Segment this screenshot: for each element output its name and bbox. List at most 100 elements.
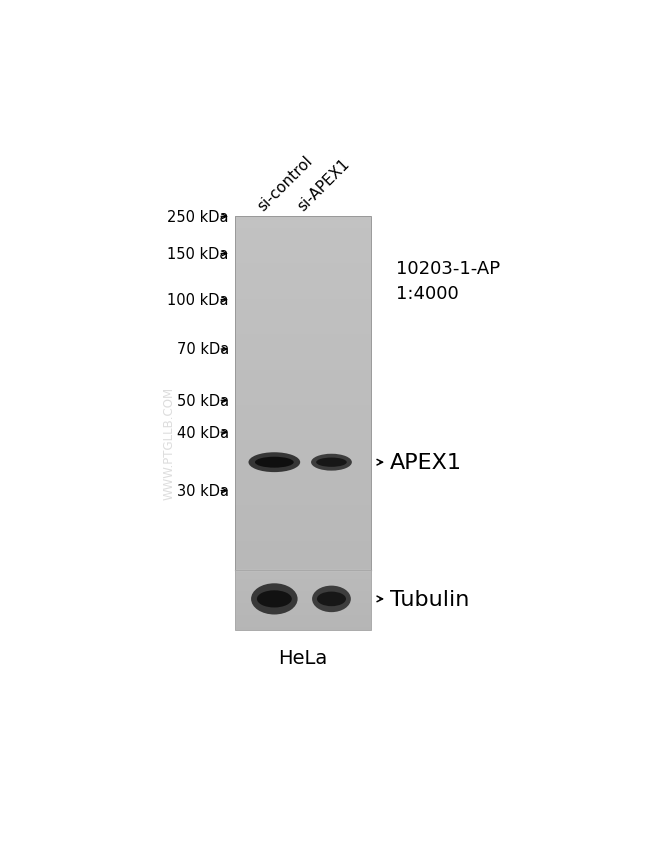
Bar [235,589,371,591]
Ellipse shape [257,590,292,607]
Bar [235,288,371,294]
Bar [235,446,371,452]
Bar [235,252,371,258]
Bar [235,500,371,505]
Bar [235,423,371,429]
Bar [235,305,371,311]
Ellipse shape [255,458,294,468]
Text: APEX1: APEX1 [389,452,461,473]
Bar [235,553,371,559]
Bar [235,406,371,412]
Bar [235,412,371,417]
Bar [235,571,371,573]
Bar [235,270,371,276]
Ellipse shape [251,584,298,615]
Bar [235,482,371,488]
Text: 50 kDa: 50 kDa [177,394,229,408]
Bar [235,217,371,223]
Bar [235,597,371,601]
Bar [235,359,371,365]
Text: si-control: si-control [255,153,315,214]
Bar [235,595,371,597]
Bar [235,234,371,240]
Bar [235,607,371,609]
Bar [235,565,371,571]
Bar [235,625,371,627]
Bar [235,559,371,565]
Bar [235,341,371,347]
Text: si-APEX1: si-APEX1 [295,156,352,214]
Bar [235,615,371,619]
Text: 10203-1-AP
1:4000: 10203-1-AP 1:4000 [396,260,500,302]
Ellipse shape [311,454,352,471]
Bar [235,240,371,246]
Bar [235,400,371,406]
Bar [235,488,371,494]
Bar [235,417,371,423]
Bar [235,609,371,613]
Text: 30 kDa: 30 kDa [177,483,229,498]
Ellipse shape [316,458,346,467]
Bar [235,601,371,603]
Bar [235,577,371,579]
Bar [235,440,371,446]
Bar [235,294,371,300]
Bar [235,627,371,630]
Bar [235,335,371,341]
Text: HeLa: HeLa [278,648,328,668]
Bar [235,529,371,535]
Bar [235,452,371,458]
Bar [235,573,371,577]
Bar [235,223,371,229]
Bar [235,329,371,335]
Text: WWW.PTGLLB.COM: WWW.PTGLLB.COM [163,387,176,500]
Bar [235,370,371,376]
Bar [235,523,371,529]
Bar [235,317,371,323]
Bar [235,435,371,440]
Bar [235,619,371,621]
Bar [235,264,371,270]
Bar [235,376,371,382]
Bar [235,511,371,517]
Ellipse shape [317,592,346,607]
Ellipse shape [312,586,351,613]
Bar [235,217,371,571]
Bar [235,621,371,625]
Bar [235,517,371,523]
Bar [235,388,371,394]
Bar [235,276,371,282]
Bar [235,365,371,370]
Text: 150 kDa: 150 kDa [168,247,229,262]
Ellipse shape [248,452,300,473]
Bar [235,585,371,589]
Bar [235,476,371,482]
Bar [235,429,371,435]
Bar [235,229,371,234]
Bar [235,470,371,476]
Bar [235,347,371,353]
Bar [235,579,371,583]
Bar [235,246,371,252]
Text: 100 kDa: 100 kDa [167,292,229,308]
Bar [235,323,371,329]
Bar [235,494,371,500]
Bar [235,583,371,585]
Bar [235,464,371,470]
Bar [235,382,371,388]
Bar [235,541,371,547]
Bar [235,311,371,317]
Text: Tubulin: Tubulin [389,590,469,609]
Text: 70 kDa: 70 kDa [177,342,229,357]
Bar [235,258,371,264]
Bar [235,613,371,615]
Bar [235,353,371,359]
Bar [235,535,371,541]
Bar [235,547,371,553]
Bar [235,300,371,305]
Bar [235,282,371,288]
Bar [235,505,371,511]
Bar [235,571,371,630]
Text: 40 kDa: 40 kDa [177,425,229,440]
Bar [235,591,371,595]
